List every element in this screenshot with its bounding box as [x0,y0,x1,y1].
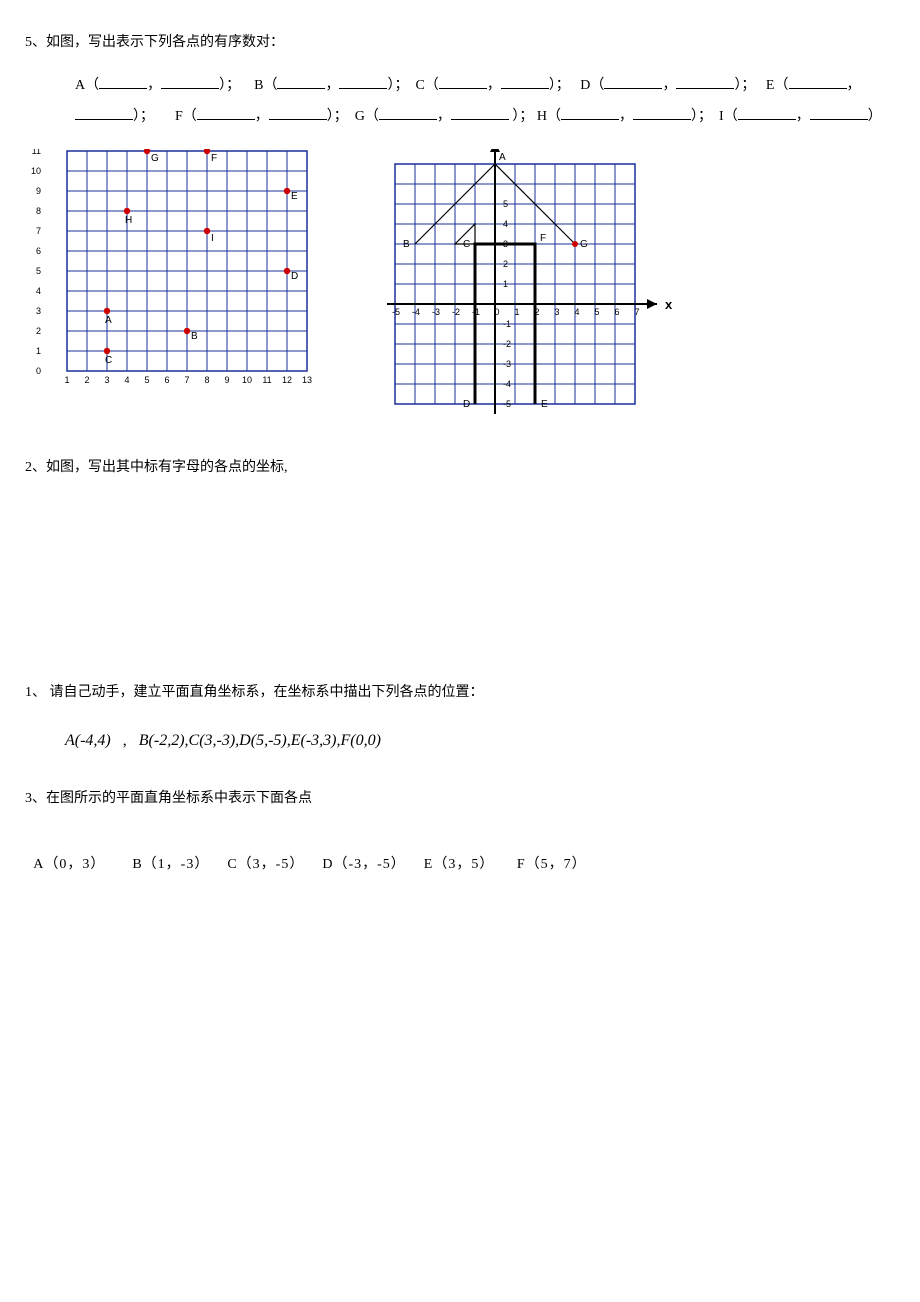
svg-text:4: 4 [124,375,129,385]
svg-text:-5: -5 [392,307,400,317]
blank[interactable] [789,75,847,89]
svg-text:D: D [291,271,298,282]
question-1: 1、 请自己动手，建立平面直角坐标系，在坐标系中描出下列各点的位置： [25,680,895,705]
question-3: 3、在图所示的平面直角坐标系中表示下面各点 [25,786,895,811]
question-2: 2、如图，写出其中标有字母的各点的坐标, [25,455,895,480]
svg-text:12: 12 [282,375,292,385]
blank[interactable] [99,75,147,89]
svg-text:1: 1 [64,375,69,385]
svg-text:5: 5 [36,266,41,276]
blank[interactable] [161,75,219,89]
q3-text: 3、在图所示的平面直角坐标系中表示下面各点 [25,791,312,806]
svg-text:4: 4 [574,307,579,317]
svg-text:2: 2 [36,326,41,336]
svg-text:-3: -3 [432,307,440,317]
blank[interactable] [501,75,549,89]
blank[interactable] [604,75,662,89]
svg-text:3: 3 [36,306,41,316]
svg-text:-4: -4 [503,379,511,389]
blank[interactable] [197,106,255,120]
svg-text:-2: -2 [452,307,460,317]
svg-text:-3: -3 [503,359,511,369]
blank[interactable] [451,106,509,120]
svg-text:6: 6 [614,307,619,317]
q5-blanks: A（，）； B（，）； C（，）； D（，）； E（， ）； F（，）； G（，… [25,71,895,133]
svg-text:B: B [403,239,410,250]
q1-formula-rest: B(-2,2),C(3,-3),D(5,-5),E(-3,3),F(0,0) [139,732,381,749]
svg-text:-2: -2 [503,339,511,349]
svg-text:7: 7 [36,226,41,236]
svg-text:A: A [499,152,506,163]
blank[interactable] [277,75,325,89]
svg-text:C: C [105,355,112,366]
svg-text:B: B [191,331,198,342]
svg-text:G: G [580,239,588,250]
charts-row: 0123456789101112345678910111213ABCDEFGHI… [25,149,895,429]
svg-text:E: E [291,191,298,202]
svg-text:E: E [541,399,548,410]
svg-text:6: 6 [164,375,169,385]
svg-text:0: 0 [36,366,41,376]
svg-text:3: 3 [554,307,559,317]
svg-text:10: 10 [31,166,41,176]
svg-text:A: A [105,315,112,326]
question-5: 5、如图，写出表示下列各点的有序数对： [25,30,895,55]
svg-text:-5: -5 [503,399,511,409]
svg-text:I: I [211,233,214,244]
svg-text:D: D [463,399,470,410]
blank[interactable] [379,106,437,120]
blank[interactable] [810,106,868,120]
svg-text:9: 9 [224,375,229,385]
chart-2-coordinate-plane: -5-4-3-2-101234567-5-4-3-2-112345xyABCDE… [365,149,685,429]
blank[interactable] [439,75,487,89]
svg-text:5: 5 [144,375,149,385]
q3-coords-text: A（0，3） B（1，-3） C（3，-5） D（-3，-5） E（3，5） F… [33,857,586,872]
svg-text:3: 3 [104,375,109,385]
svg-text:0: 0 [494,307,499,317]
svg-text:9: 9 [36,186,41,196]
svg-text:G: G [151,153,159,164]
blank[interactable] [561,106,619,120]
svg-text:5: 5 [503,199,508,209]
q1-text: 1、 请自己动手，建立平面直角坐标系，在坐标系中描出下列各点的位置： [25,685,484,700]
blank[interactable] [633,106,691,120]
q5-text: 5、如图，写出表示下列各点的有序数对： [25,35,284,50]
svg-text:-1: -1 [503,319,511,329]
svg-text:1: 1 [36,346,41,356]
blank[interactable] [339,75,387,89]
svg-text:7: 7 [634,307,639,317]
blank[interactable] [75,106,133,120]
svg-text:2: 2 [503,259,508,269]
svg-text:C: C [463,239,470,250]
q1-formula: A(-4,4) , B(-2,2),C(3,-3),D(5,-5),E(-3,3… [25,727,895,756]
svg-text:5: 5 [594,307,599,317]
svg-text:4: 4 [36,286,41,296]
q3-coords: A（0，3） B（1，-3） C（3，-5） D（-3，-5） E（3，5） F… [25,827,895,877]
svg-text:H: H [125,215,132,226]
blank[interactable] [676,75,734,89]
q1-formula-lead: A(-4,4) [65,732,111,749]
svg-text:4: 4 [503,219,508,229]
svg-text:F: F [211,153,217,164]
blank[interactable] [269,106,327,120]
svg-text:x: x [665,297,673,312]
svg-text:11: 11 [262,375,271,385]
svg-text:6: 6 [36,246,41,256]
svg-text:13: 13 [302,375,312,385]
svg-text:1: 1 [514,307,519,317]
svg-text:-4: -4 [412,307,420,317]
blank[interactable] [738,106,796,120]
svg-text:2: 2 [84,375,89,385]
chart-1-scatter-grid: 0123456789101112345678910111213ABCDEFGHI [25,149,325,389]
svg-text:11: 11 [32,149,41,156]
svg-text:10: 10 [242,375,252,385]
svg-text:1: 1 [503,279,508,289]
q2-text: 2、如图，写出其中标有字母的各点的坐标, [25,460,288,475]
svg-text:8: 8 [204,375,209,385]
svg-text:F: F [540,233,546,244]
svg-text:8: 8 [36,206,41,216]
svg-text:7: 7 [184,375,189,385]
